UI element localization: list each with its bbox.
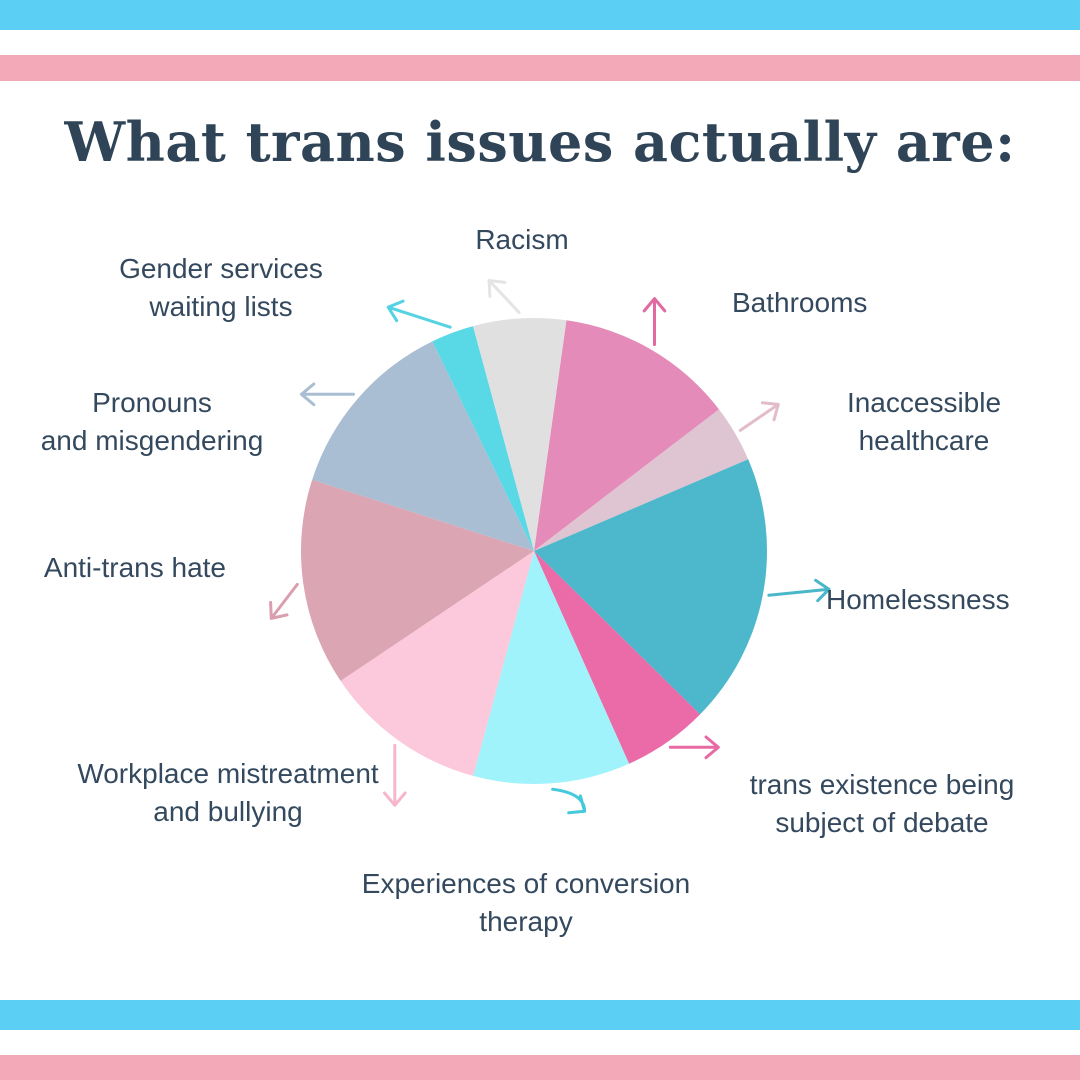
- slice-label-line: therapy: [479, 906, 572, 937]
- arrow-icon: [551, 787, 587, 815]
- slice-label-line: Bathrooms: [732, 287, 867, 318]
- pie-slice: [534, 459, 768, 715]
- arrow-icon: [383, 743, 407, 807]
- top-blue-stripe: [0, 0, 1080, 30]
- slice-label-line: Homelessness: [826, 584, 1010, 615]
- slice-label: Racism: [475, 224, 568, 255]
- pie-slice: [534, 320, 719, 551]
- pie-slice: [473, 318, 567, 551]
- slice-label: Inaccessible healthcare: [847, 387, 1001, 456]
- arrow-icon: [767, 578, 831, 603]
- arrow-icon: [487, 279, 521, 314]
- pie-slice: [432, 326, 534, 551]
- arrow-icon: [269, 582, 299, 620]
- slice-label: Anti-trans hate: [44, 552, 226, 583]
- slice-label: Workplace mistreatment and bullying: [77, 758, 379, 827]
- slice-label-line: healthcare: [859, 425, 990, 456]
- bottom-blue-stripe: [0, 1000, 1080, 1030]
- arrow-icon: [300, 382, 355, 407]
- bottom-pink-stripe: [0, 1055, 1080, 1080]
- slice-label-line: Anti-trans hate: [44, 552, 226, 583]
- slice-label-line: Experiences of conversion: [362, 868, 690, 899]
- top-pink-stripe: [0, 55, 1080, 81]
- slice-label: Bathrooms: [732, 287, 867, 318]
- slice-label-line: Workplace mistreatment: [77, 758, 379, 789]
- pie-slice: [473, 551, 630, 784]
- slice-label-line: Racism: [475, 224, 568, 255]
- slice-label: Gender services waiting lists: [119, 253, 323, 322]
- arrow-icon: [668, 735, 720, 760]
- pie-slices: [301, 318, 768, 784]
- slice-label-line: waiting lists: [148, 291, 292, 322]
- pie-slice: [301, 479, 534, 681]
- slice-label-line: trans existence being: [750, 769, 1015, 800]
- slice-labels: Racism Bathrooms Inaccessible healthcare Hom…: [41, 224, 1015, 937]
- slice-label-line: Inaccessible: [847, 387, 1001, 418]
- slice-label-line: and bullying: [153, 796, 302, 827]
- pie-slice: [534, 409, 749, 551]
- slice-label-line: and misgendering: [41, 425, 264, 456]
- slice-label: Homelessness: [826, 584, 1010, 615]
- slice-label-line: subject of debate: [775, 807, 988, 838]
- pie-slice: [312, 341, 534, 551]
- arrow-icon: [738, 401, 780, 432]
- pie-slice: [534, 551, 701, 764]
- pie-slice: [340, 551, 534, 776]
- label-arrows: [269, 279, 831, 815]
- slice-label: Experiences of conversion therapy: [362, 868, 690, 937]
- arrow-icon: [386, 299, 452, 329]
- chart-title: What trans issues actually are:: [63, 110, 1015, 174]
- slice-label: Pronouns and misgendering: [41, 387, 264, 456]
- slice-label: trans existence being subject of debate: [750, 769, 1015, 838]
- slice-label-line: Gender services: [119, 253, 323, 284]
- slice-label-line: Pronouns: [92, 387, 212, 418]
- arrow-icon: [642, 297, 667, 347]
